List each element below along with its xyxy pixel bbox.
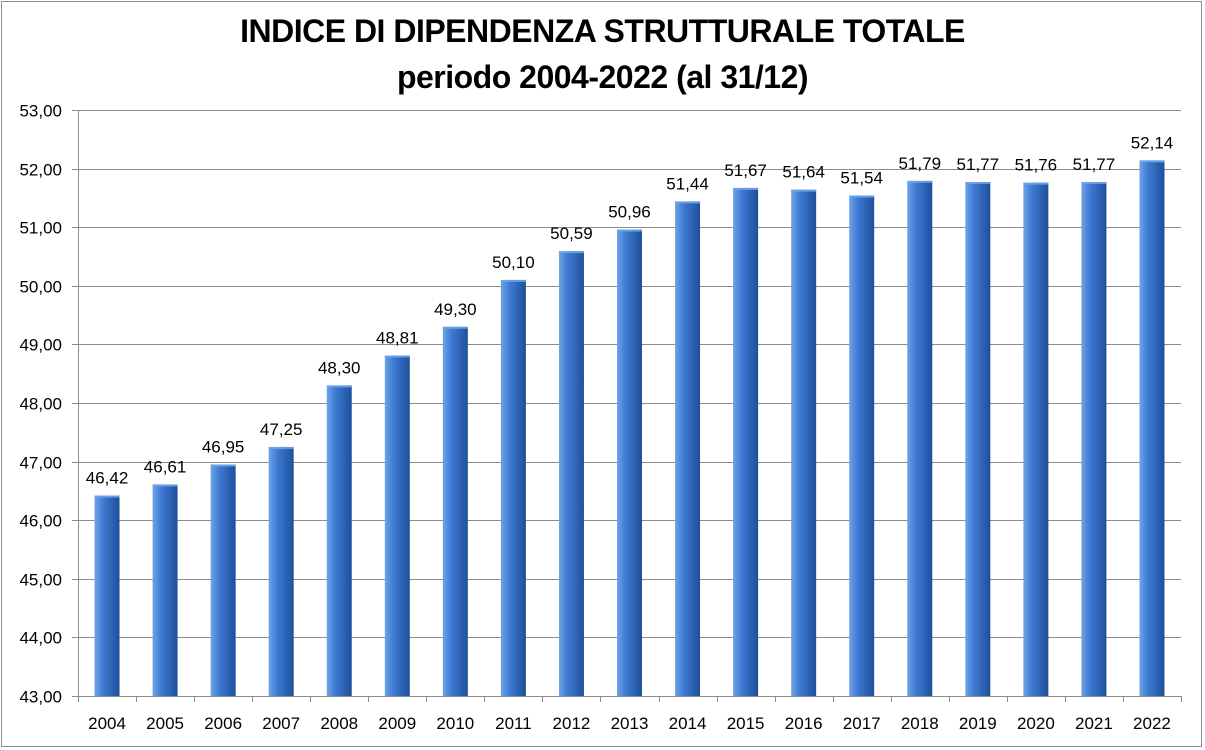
x-tick-label: 2021 — [1075, 714, 1113, 733]
x-tick-label: 2014 — [669, 714, 707, 733]
y-tick-label: 45,00 — [19, 571, 62, 590]
x-tick-label: 2010 — [436, 714, 474, 733]
data-label: 47,25 — [260, 420, 303, 439]
data-label: 51,54 — [840, 169, 883, 188]
chart-title-block: INDICE DI DIPENDENZA STRUTTURALE TOTALE … — [0, 8, 1205, 100]
data-labels: 46,42 46,61 46,95 47,25 48,30 48,81 49,30 50,10… — [86, 133, 1173, 487]
bar-2016 — [791, 189, 817, 697]
data-label: 46,61 — [144, 457, 187, 476]
y-tick-label: 50,00 — [19, 278, 62, 297]
data-label: 51,77 — [1073, 155, 1116, 174]
x-tick-label: 2006 — [204, 714, 242, 733]
x-tick-label: 2019 — [959, 714, 997, 733]
bar-2006 — [210, 464, 236, 696]
bar-2009 — [384, 355, 410, 696]
bar-2004 — [94, 495, 120, 696]
y-tick-label: 52,00 — [19, 161, 62, 180]
x-tick-label: 2020 — [1017, 714, 1055, 733]
bar-2014 — [675, 201, 701, 696]
data-label: 46,95 — [202, 438, 245, 457]
bar-2015 — [733, 187, 759, 697]
data-label: 48,30 — [318, 358, 361, 377]
y-tick-label: 47,00 — [19, 454, 62, 473]
data-label: 51,77 — [957, 155, 1000, 174]
bar-2020 — [1023, 182, 1049, 696]
x-tick-label: 2009 — [378, 714, 416, 733]
x-tick-label: 2013 — [611, 714, 649, 733]
x-axis: 2004 2005 2006 2007 2008 2009 2010 2011 2012 2013… — [78, 696, 1182, 733]
data-label: 49,30 — [434, 300, 477, 319]
x-tick-label: 2005 — [146, 714, 184, 733]
data-label: 51,44 — [666, 174, 709, 193]
x-tick-label: 2008 — [320, 714, 358, 733]
y-tick-label: 44,00 — [19, 629, 62, 648]
bar-2007 — [268, 446, 294, 696]
bar-2013 — [617, 229, 642, 696]
y-tick-label: 49,00 — [19, 336, 62, 355]
data-label: 46,42 — [86, 469, 129, 488]
data-label: 50,96 — [608, 203, 651, 222]
bar-2019 — [965, 182, 991, 696]
y-tick-label: 43,00 — [19, 688, 62, 707]
bar-2022 — [1139, 160, 1165, 696]
data-label: 51,76 — [1015, 156, 1058, 175]
x-tick-label: 2015 — [727, 714, 765, 733]
data-label: 51,79 — [898, 154, 941, 173]
bar-2005 — [152, 484, 178, 696]
chart-subtitle: periodo 2004-2022 (al 31/12) — [396, 59, 809, 95]
x-tick-label: 2007 — [262, 714, 300, 733]
data-label: 51,67 — [724, 161, 767, 180]
y-tick-label: 51,00 — [19, 219, 62, 238]
x-tick-label: 2018 — [901, 714, 939, 733]
bar-2021 — [1081, 182, 1107, 696]
data-label: 50,10 — [492, 253, 535, 272]
bar-2011 — [500, 279, 526, 696]
y-tick-label: 46,00 — [19, 512, 62, 531]
x-tick-label: 2004 — [88, 714, 126, 733]
y-tick-label: 48,00 — [19, 395, 62, 414]
data-label: 52,14 — [1131, 133, 1174, 152]
y-tick-label: 53,00 — [19, 102, 62, 121]
y-axis: 43,00 44,00 45,00 46,00 47,00 48,00 49,00 50,00… — [19, 102, 79, 707]
bar-2010 — [442, 326, 468, 696]
bar-2008 — [326, 385, 352, 696]
bar-2012 — [558, 251, 584, 696]
x-tick-label: 2012 — [553, 714, 591, 733]
data-label: 50,59 — [550, 224, 593, 243]
x-tick-label: 2016 — [785, 714, 823, 733]
data-label: 48,81 — [376, 329, 419, 348]
bar-2018 — [907, 180, 933, 696]
bar-2017 — [849, 195, 875, 696]
x-tick-label: 2017 — [843, 714, 881, 733]
x-tick-label: 2022 — [1133, 714, 1171, 733]
data-label: 51,64 — [782, 163, 825, 182]
x-tick-label: 2011 — [495, 714, 532, 733]
chart-title: INDICE DI DIPENDENZA STRUTTURALE TOTALE — [240, 13, 965, 49]
bars — [94, 160, 1165, 697]
